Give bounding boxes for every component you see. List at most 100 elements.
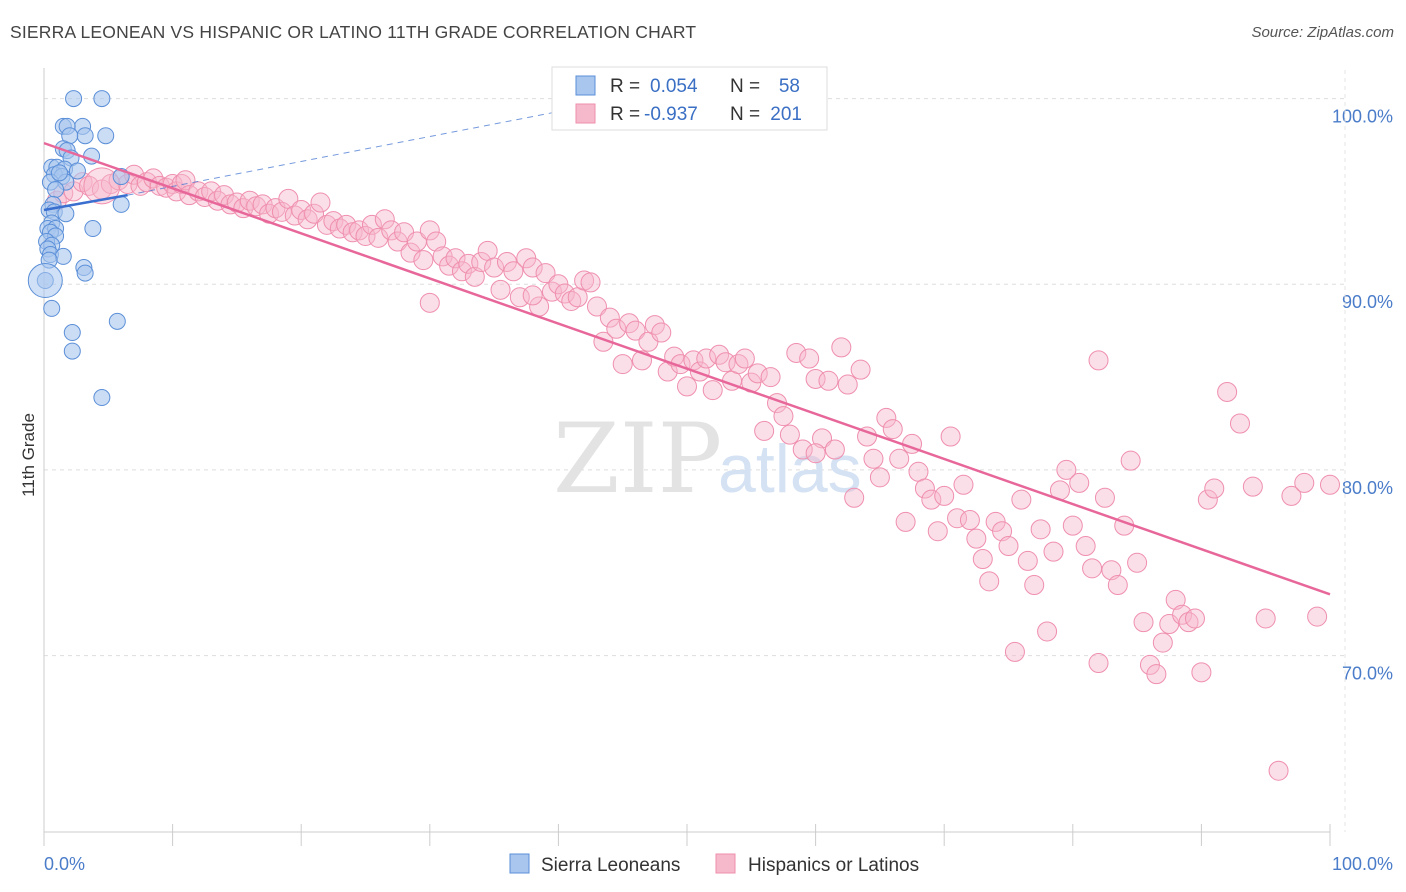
hispanic-point xyxy=(239,190,260,211)
hispanic-point xyxy=(696,348,717,369)
hispanic-point xyxy=(1229,413,1250,434)
hispanic-point xyxy=(914,478,935,499)
hispanic-point xyxy=(1075,536,1096,557)
hispanic-point xyxy=(959,510,980,531)
sierra-leonean-point xyxy=(27,263,63,299)
hispanic-point xyxy=(1133,612,1154,633)
legend-label-hispanics: Hispanics or Latinos xyxy=(748,855,919,876)
bottom-legend: Sierra Leoneans Hispanics or Latinos xyxy=(509,853,919,876)
stats-legend-n-value: 58 xyxy=(779,76,800,97)
hispanic-point xyxy=(953,474,974,495)
hispanic-point xyxy=(805,368,826,389)
hispanic-point xyxy=(1281,485,1302,506)
hispanic-point xyxy=(1088,350,1109,371)
hispanic-point xyxy=(1101,560,1122,581)
sierra-leonean-point xyxy=(54,247,72,265)
hispanic-point xyxy=(445,248,466,269)
hispanic-point xyxy=(1011,489,1032,510)
hispanic-point xyxy=(1146,664,1167,685)
grid-lines: 100.0% 90.0% 80.0% 70.0% xyxy=(44,70,1393,832)
hispanic-point xyxy=(869,467,890,488)
hispanic-point xyxy=(535,263,556,284)
hispanic-point xyxy=(889,448,910,469)
hispanic-point xyxy=(760,367,781,388)
stats-legend: R = 0.054 N = 58 R = -0.937 N = 201 xyxy=(551,66,828,131)
sierra-leonean-point xyxy=(112,195,130,213)
hispanic-point xyxy=(175,170,196,191)
hispanic-point xyxy=(1320,474,1340,495)
sierra-leonean-point xyxy=(108,312,126,330)
sierra-leonean-point xyxy=(76,127,94,145)
hispanic-point xyxy=(863,448,884,469)
hispanic-point xyxy=(1088,653,1109,674)
stats-legend-pink-swatch xyxy=(575,103,596,124)
hispanic-point xyxy=(812,428,833,449)
hispanic-point xyxy=(895,511,916,532)
y-axis-label: 11th Grade xyxy=(19,413,38,497)
hispanic-point xyxy=(522,257,543,278)
hispanic-point xyxy=(304,203,325,224)
sierra-leonean-trend-line xyxy=(43,193,128,212)
hispanic-point xyxy=(1030,519,1051,540)
hispanic-point xyxy=(1037,621,1058,642)
hispanic-point xyxy=(522,285,543,306)
hispanic-point xyxy=(715,352,736,373)
hispanic-point xyxy=(1017,550,1038,571)
hispanic-point xyxy=(297,209,318,230)
hispanic-point xyxy=(1165,589,1186,610)
hispanic-point xyxy=(651,322,672,343)
hispanic-point xyxy=(1024,575,1045,596)
legend-swatch-hispanics xyxy=(715,853,736,874)
sierra-leonean-point xyxy=(68,162,86,180)
hispanic-point xyxy=(426,231,447,252)
sierra-leonean-point xyxy=(93,90,111,108)
hispanic-point xyxy=(374,209,395,230)
hispanic-point xyxy=(1152,632,1173,653)
hispanic-point xyxy=(1191,662,1212,683)
stats-legend-r-label: R = xyxy=(610,104,640,125)
hispanic-point xyxy=(773,406,794,427)
hispanic-point xyxy=(83,167,121,205)
legend-swatch-sierra-leoneans xyxy=(509,853,530,874)
hispanic-point xyxy=(747,363,768,384)
hispanic-point xyxy=(998,536,1019,557)
trend-lines xyxy=(43,111,1331,596)
hispanic-point xyxy=(1217,381,1238,402)
sierra-leonean-point xyxy=(76,264,94,282)
hispanic-point xyxy=(580,272,601,293)
hispanic-point xyxy=(484,257,505,278)
y-tick-label: 70.0% xyxy=(1342,664,1393,684)
hispanic-point xyxy=(940,426,961,447)
hispanic-point xyxy=(1082,558,1103,579)
hispanic-point xyxy=(1107,575,1128,596)
hispanic-point xyxy=(1043,541,1064,562)
hispanic-point xyxy=(908,461,929,482)
hispanic-point xyxy=(381,220,402,241)
hispanic-point xyxy=(1069,472,1090,493)
axes xyxy=(43,68,1331,846)
hispanic-point xyxy=(876,407,897,428)
hispanic-point xyxy=(702,380,723,401)
hispanic-trend-line xyxy=(43,141,1331,596)
hispanic-point xyxy=(972,549,993,570)
hispanic-point xyxy=(677,376,697,397)
hispanic-point xyxy=(779,424,800,445)
sierra-leonean-point xyxy=(97,127,115,145)
hispanic-point xyxy=(728,354,749,375)
hispanic-point xyxy=(754,420,775,441)
hispanic-point xyxy=(477,240,498,261)
hispanic-point xyxy=(844,487,865,508)
sierra-leonean-point xyxy=(84,220,102,238)
hispanic-point xyxy=(831,337,852,358)
hispanic-point xyxy=(921,489,942,510)
hispanic-point xyxy=(612,354,633,375)
hispanic-point xyxy=(1178,612,1199,633)
sierra-leonean-point xyxy=(47,181,65,199)
hispanic-point xyxy=(1255,608,1276,629)
hispanic-point xyxy=(625,320,646,341)
hispanic-point xyxy=(156,177,177,198)
hispanic-point xyxy=(992,521,1013,542)
hispanic-point xyxy=(586,296,607,317)
hispanic-point xyxy=(599,307,620,328)
